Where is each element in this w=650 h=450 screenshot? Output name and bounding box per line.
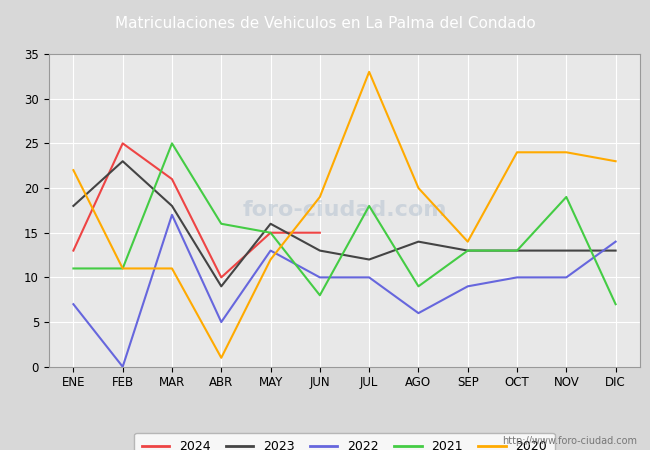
Legend: 2024, 2023, 2022, 2021, 2020: 2024, 2023, 2022, 2021, 2020: [134, 432, 555, 450]
Text: foro-ciudad.com: foro-ciudad.com: [242, 200, 447, 220]
Text: http://www.foro-ciudad.com: http://www.foro-ciudad.com: [502, 436, 637, 446]
Text: Matriculaciones de Vehiculos en La Palma del Condado: Matriculaciones de Vehiculos en La Palma…: [114, 16, 536, 31]
